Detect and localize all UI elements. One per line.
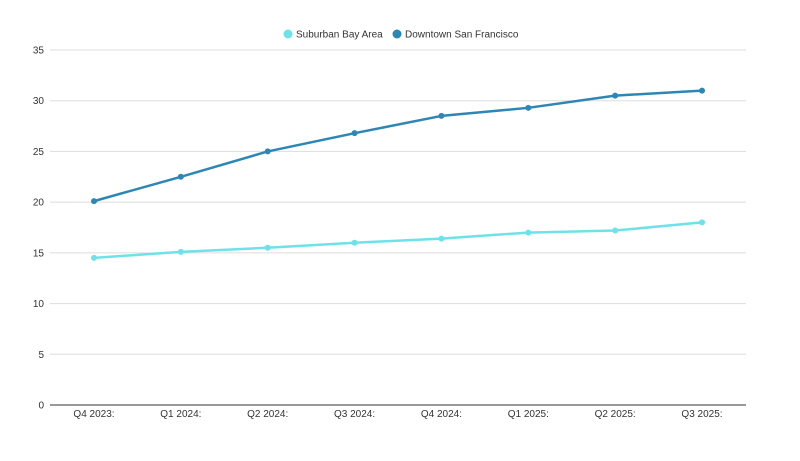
- x-tick-label: Q2 2025:: [595, 409, 636, 420]
- series-points: [91, 87, 705, 261]
- y-tick-label: 25: [33, 147, 45, 158]
- x-tick-label: Q3 2025:: [681, 409, 722, 420]
- legend: Suburban Bay Area Downtown San Francisco: [283, 29, 519, 41]
- data-point-series-1: [177, 173, 184, 180]
- series-lines: [92, 89, 704, 260]
- x-tick-label: Q3 2024:: [334, 409, 375, 420]
- y-tick-label: 10: [33, 299, 45, 310]
- data-point-series-0: [612, 227, 619, 234]
- y-tick-label: 20: [33, 198, 45, 209]
- x-tick-label: Q1 2024:: [160, 409, 201, 420]
- y-tick-label: 30: [33, 96, 45, 107]
- data-point-series-1: [91, 198, 97, 205]
- data-point-series-0: [438, 235, 445, 242]
- data-point-series-1: [351, 130, 358, 137]
- x-axis-tick-labels: Q4 2023: Q1 2024: Q2 2024: Q3 2024: Q4 2024:…: [73, 409, 722, 420]
- x-tick-label: Q4 2023:: [73, 409, 114, 420]
- y-tick-label: 0: [38, 401, 44, 412]
- data-point-series-1: [612, 92, 619, 99]
- y-tick-label: 5: [38, 350, 44, 361]
- data-point-series-1: [438, 112, 445, 119]
- series-line-0: [92, 221, 704, 260]
- data-point-series-1: [525, 104, 532, 111]
- legend-marker: [283, 29, 293, 39]
- data-point-series-1: [264, 148, 271, 155]
- x-tick-label: Q1 2025:: [508, 409, 549, 420]
- y-axis-tick-labels: 0 5 10 15 20 25 30 35: [33, 46, 45, 412]
- x-tick-label: Q4 2024:: [421, 409, 462, 420]
- data-point-series-1: [699, 87, 705, 94]
- legend-label: Downtown San Francisco: [405, 30, 519, 41]
- data-point-series-0: [351, 239, 358, 246]
- data-point-series-0: [525, 229, 532, 236]
- series-line-1: [92, 89, 704, 203]
- data-point-series-0: [699, 219, 705, 226]
- legend-marker: [392, 29, 402, 39]
- data-point-series-0: [264, 244, 271, 251]
- legend-label: Suburban Bay Area: [296, 30, 383, 41]
- data-point-series-0: [91, 254, 97, 261]
- data-point-series-0: [177, 248, 184, 255]
- y-tick-label: 15: [33, 248, 45, 259]
- y-tick-label: 35: [33, 46, 45, 57]
- x-tick-label: Q2 2024:: [247, 409, 288, 420]
